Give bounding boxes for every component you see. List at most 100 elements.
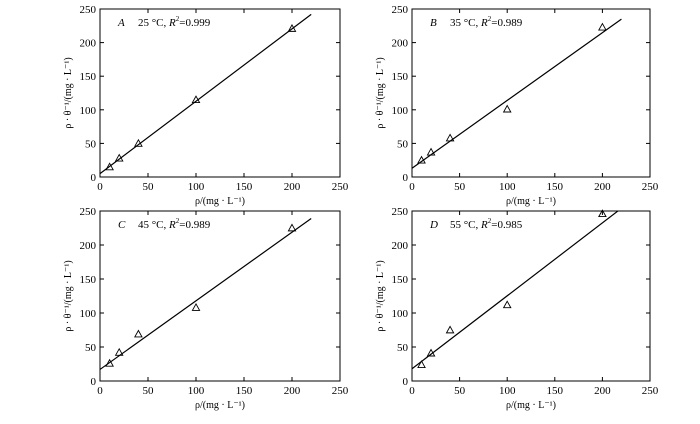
x-tick-label: 100 [499, 385, 516, 397]
panel-label: A [117, 17, 125, 29]
annotation-temp: 35 °C, [450, 17, 481, 29]
data-point [191, 95, 201, 104]
y-tick-label: 50 [397, 138, 409, 150]
y-tick-label: 50 [397, 342, 409, 354]
x-tick-label: 250 [332, 385, 349, 397]
y-tick-label: 200 [80, 38, 97, 50]
fit-annotation: 35 °C, R2=0.989 [450, 15, 523, 29]
x-tick-label: 100 [499, 181, 516, 193]
x-tick-label: 50 [454, 385, 466, 397]
annotation-r2-value: =0.989 [491, 17, 522, 29]
y-tick-label: 150 [392, 71, 409, 83]
data-point [114, 347, 124, 356]
annotation-r2-value: =0.999 [179, 17, 210, 29]
data-point [134, 138, 143, 147]
data-point [502, 104, 512, 113]
panel-label: D [429, 219, 438, 231]
y-tick-label: 100 [80, 308, 97, 320]
y-tick-label: 50 [85, 342, 97, 354]
data-point [134, 329, 143, 338]
data-point [191, 303, 201, 311]
panel-label: B [430, 17, 437, 29]
fit-line [412, 211, 619, 370]
y-tick-label: 100 [392, 105, 409, 117]
y-tick-label: 250 [392, 4, 409, 16]
x-tick-label: 0 [409, 181, 415, 193]
y-tick-label: 0 [403, 376, 409, 388]
x-tick-label: 50 [143, 181, 155, 193]
y-tick-label: 250 [392, 206, 409, 218]
annotation-r2-label: R [480, 17, 488, 29]
annotation-r2-exp: 2 [488, 217, 492, 225]
data-point [417, 155, 426, 164]
annotation-r2-label: R [168, 219, 176, 231]
data-point [445, 325, 455, 334]
y-tick-label: 150 [392, 274, 409, 286]
annotation-temp: 25 °C, [138, 17, 169, 29]
x-axis-label: ρ/(mg · L⁻¹) [195, 400, 245, 411]
annotation-r2-label: R [168, 17, 176, 29]
y-axis-label: ρ · θ⁻¹/(mg · L⁻¹) [63, 57, 74, 128]
x-axis-label: ρ/(mg · L⁻¹) [506, 400, 556, 411]
x-tick-label: 250 [332, 181, 349, 193]
panel-b: 0 50 100 150 200 250 0 50 100 150 200 250 B 35 °C, R2… [375, 4, 659, 207]
y-tick-label: 50 [85, 138, 97, 150]
data-point [445, 133, 455, 142]
y-axis-label: ρ · θ⁻¹/(mg · L⁻¹) [63, 260, 74, 331]
plot-frame [99, 8, 341, 178]
x-tick-label: 0 [97, 385, 103, 397]
x-axis-label: ρ/(mg · L⁻¹) [506, 196, 556, 207]
y-tick-label: 250 [80, 206, 97, 218]
y-tick-label: 200 [392, 240, 409, 252]
plot-frame [411, 8, 651, 178]
fit-line [100, 217, 312, 370]
x-tick-label: 200 [594, 385, 611, 397]
x-tick-label: 150 [236, 385, 253, 397]
data-point [287, 23, 297, 32]
x-axis-label: ρ/(mg · L⁻¹) [195, 196, 245, 207]
x-tick-label: 150 [547, 385, 564, 397]
data-point [105, 162, 114, 171]
annotation-temp: 55 °C, [450, 219, 481, 231]
annotation-r2-value: =0.985 [491, 219, 522, 231]
fit-line [412, 18, 622, 169]
y-tick-label: 0 [91, 172, 97, 184]
data-point [426, 147, 436, 156]
plot-frame [99, 210, 341, 382]
data-point [114, 153, 124, 162]
annotation-r2-value: =0.989 [179, 219, 210, 231]
x-tick-label: 200 [594, 181, 611, 193]
y-tick-label: 0 [91, 376, 97, 388]
x-tick-label: 100 [188, 385, 205, 397]
y-axis-label: ρ · θ⁻¹/(mg · L⁻¹) [375, 260, 386, 331]
plot-frame [411, 210, 651, 382]
x-tick-label: 100 [188, 181, 205, 193]
data-point [105, 358, 114, 367]
y-tick-label: 250 [80, 4, 97, 16]
x-tick-label: 0 [409, 385, 415, 397]
y-tick-label: 100 [80, 105, 97, 117]
fit-annotation: 55 °C, R2=0.985 [450, 217, 523, 231]
y-tick-label: 100 [392, 308, 409, 320]
x-tick-label: 0 [97, 181, 103, 193]
x-tick-label: 50 [454, 181, 466, 193]
panel-a: 0 50 100 150 200 250 0 50 100 150 200 250 A 25 °C, R2… [63, 4, 349, 207]
x-tick-label: 200 [284, 181, 301, 193]
data-point [426, 348, 436, 357]
data-point [417, 360, 426, 369]
y-tick-label: 0 [403, 172, 409, 184]
x-tick-label: 250 [642, 181, 659, 193]
annotation-r2-exp: 2 [176, 15, 180, 23]
data-point [502, 300, 512, 309]
fit-line [100, 13, 312, 175]
y-tick-label: 200 [80, 240, 97, 252]
data-point [598, 209, 607, 218]
panel-d: 0 50 100 150 200 250 0 50 100 150 200 250 D 55 °C, R2… [375, 206, 659, 411]
x-tick-label: 200 [284, 385, 301, 397]
fit-annotation: 45 °C, R2=0.989 [138, 217, 211, 231]
data-point [598, 22, 607, 31]
x-tick-label: 50 [143, 385, 155, 397]
annotation-r2-exp: 2 [488, 15, 492, 23]
x-tick-label: 150 [236, 181, 253, 193]
